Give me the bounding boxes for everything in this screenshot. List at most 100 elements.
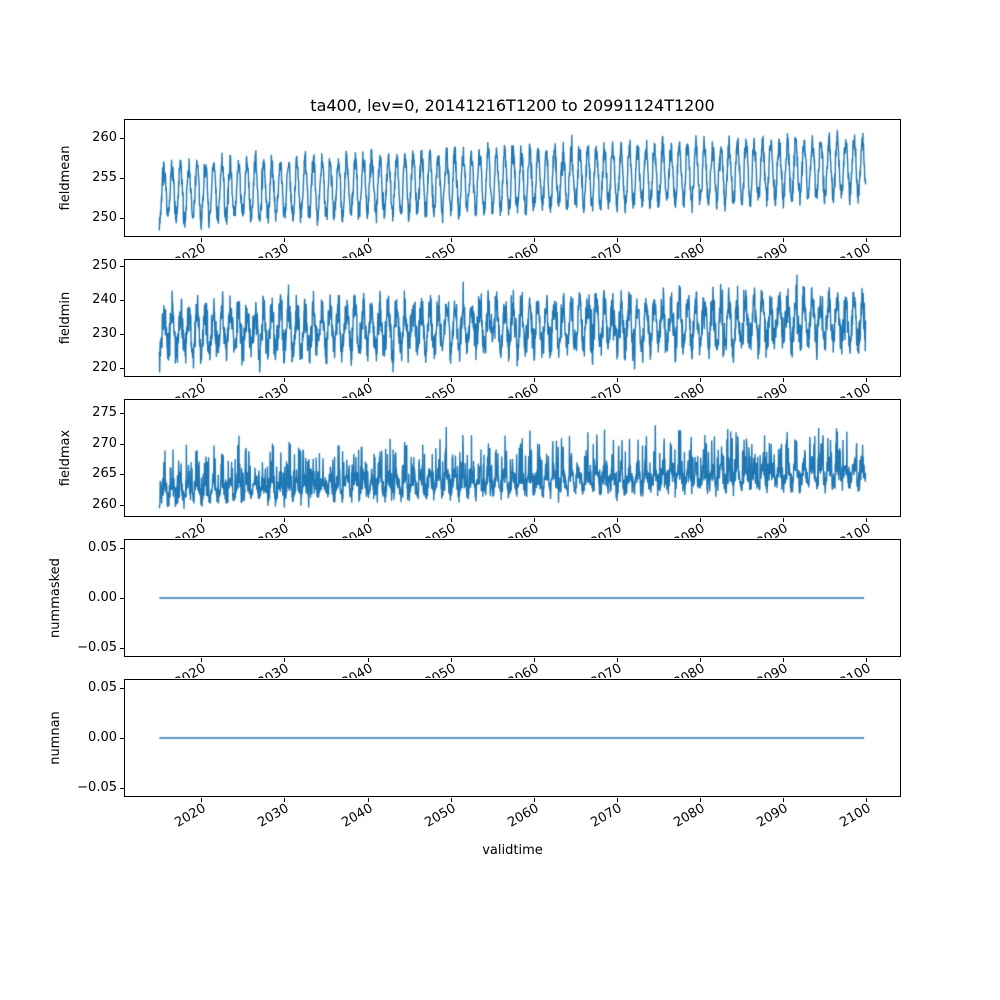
y-tick-mark [120,300,124,302]
y-tick-mark [120,474,124,476]
nummasked-line-series [124,539,901,657]
y-tick-mark [120,788,124,789]
y-tick-mark [120,738,124,739]
y-tick-label: 255 [92,170,117,185]
y-axis-label-fieldmin: fieldmin [58,291,73,345]
fieldmin-line-series [124,259,901,377]
x-tick-mark [284,378,286,382]
y-tick-mark [120,178,124,179]
y-tick-mark [120,137,124,139]
y-tick-label: 265 [92,466,117,482]
x-tick-mark [533,798,535,802]
x-tick-mark [201,658,203,662]
numnan-line-series [124,679,901,797]
x-tick-mark [450,798,452,802]
y-tick-mark [120,368,124,370]
y-axis-label-nummasked: nummasked [48,558,63,638]
x-tick-mark [450,378,452,382]
x-tick-labels: 2020 2030 2040 2050 2060 2070 2080 2090 2100 [0,800,1000,846]
x-tick-label: 2020 [172,521,209,538]
x-tick-mark [284,238,286,242]
x-tick-mark [617,658,619,662]
x-tick-mark [533,518,535,522]
x-tick-mark [783,238,785,242]
y-tick-label: 220 [92,360,117,376]
y-tick-mark [120,334,124,336]
x-tick-mark [201,798,203,802]
fieldmean-line-series [124,119,901,237]
x-tick-mark [284,518,286,522]
y-tick-label: 0.05 [88,680,117,695]
x-tick-mark [201,518,203,522]
x-tick-mark [700,658,702,662]
x-tick-mark [700,378,702,382]
x-tick-mark [367,518,369,522]
y-tick-mark [120,266,124,268]
x-tick-label: 2020 [172,241,209,258]
x-tick-mark [533,658,535,662]
fieldmax-line-series [124,399,901,517]
clipped-x-tick-labels: 2020 2030 2040 2050 2060 2070 2080 2090 2100 [0,520,1000,538]
x-tick-mark [617,238,619,242]
x-tick-mark [866,658,868,662]
x-tick-label: 2020 [172,381,209,398]
x-tick-label: 2020 [172,661,209,678]
x-tick-mark [783,798,785,802]
y-tick-label: 230 [92,326,117,342]
y-tick-label: 250 [92,210,117,226]
x-tick-mark [450,238,452,242]
y-tick-label: 0.00 [88,590,117,605]
y-tick-label: 0.05 [88,540,117,555]
x-tick-mark [450,518,452,522]
clipped-x-tick-labels: 2020 2030 2040 2050 2060 2070 2080 2090 2100 [0,660,1000,678]
y-tick-mark [120,413,124,415]
x-tick-mark [617,798,619,802]
x-tick-mark [367,798,369,802]
y-tick-label: 275 [92,405,117,421]
y-tick-mark [120,548,124,549]
x-tick-mark [367,378,369,382]
y-tick-mark [120,443,124,445]
y-tick-label: 260 [92,129,117,145]
y-tick-mark [120,218,124,220]
x-axis-label: validtime [482,843,543,858]
y-tick-label: 270 [92,435,117,451]
x-tick-mark [201,378,203,382]
x-tick-mark [783,518,785,522]
x-tick-mark [866,238,868,242]
y-tick-label: 240 [92,292,117,308]
y-tick-label: −0.05 [77,780,117,795]
x-tick-mark [783,378,785,382]
x-tick-mark [617,518,619,522]
x-tick-mark [866,798,868,802]
y-tick-label: −0.05 [77,640,117,655]
figure-title: ta400, lev=0, 20141216T1200 to 20991124T… [310,96,715,115]
y-tick-mark [120,688,124,689]
y-tick-label: 260 [92,496,117,512]
clipped-x-tick-labels: 2020 2030 2040 2050 2060 2070 2080 2090 2100 [0,380,1000,398]
y-tick-label: 250 [92,258,117,274]
x-tick-mark [367,238,369,242]
x-tick-mark [201,238,203,242]
clipped-x-tick-labels: 2020 2030 2040 2050 2060 2070 2080 2090 2100 [0,240,1000,258]
y-tick-label: 0.00 [88,730,117,745]
y-tick-mark [120,598,124,599]
y-axis-label-fieldmean: fieldmean [58,145,73,211]
y-tick-mark [120,648,124,649]
y-tick-mark [120,504,124,506]
x-tick-mark [284,658,286,662]
x-tick-mark [450,658,452,662]
x-tick-mark [284,798,286,802]
y-axis-label-fieldmax: fieldmax [58,429,73,487]
x-tick-mark [367,658,369,662]
x-tick-mark [700,238,702,242]
x-tick-mark [700,798,702,802]
x-tick-mark [533,238,535,242]
x-tick-mark [866,518,868,522]
x-tick-mark [533,378,535,382]
x-tick-mark [783,658,785,662]
x-tick-mark [866,378,868,382]
x-tick-mark [617,378,619,382]
x-tick-mark [700,518,702,522]
